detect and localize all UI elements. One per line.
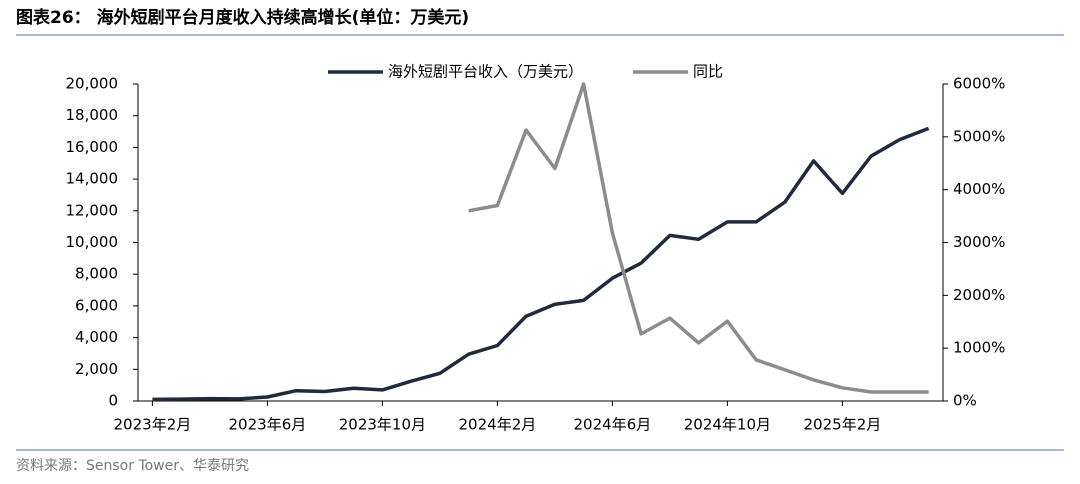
- y-tick-label: 4,000: [75, 328, 118, 346]
- y-tick-label: 6,000: [75, 296, 118, 314]
- y-tick-label: 8,000: [75, 265, 118, 283]
- x-tick-label: 2024年6月: [574, 416, 652, 434]
- y2-tick-label: 3000%: [953, 233, 1005, 251]
- y2-tick-label: 0%: [953, 392, 977, 410]
- y-tick-label: 12,000: [66, 201, 119, 219]
- source: 资料来源：Sensor Tower、华泰研究: [16, 458, 249, 474]
- legend-label: 海外短剧平台收入（万美元）: [388, 63, 583, 81]
- legend-label: 同比: [693, 63, 723, 81]
- y-tick-label: 20,000: [66, 75, 119, 93]
- y2-tick-label: 5000%: [953, 127, 1005, 145]
- y-tick-label: 18,000: [66, 106, 119, 124]
- y-tick-label: 14,000: [66, 170, 119, 188]
- y-tick-label: 0: [108, 392, 118, 410]
- chart-title: 图表26： 海外短剧平台月度收入持续高增长(单位：万美元): [16, 7, 469, 28]
- series-line: [152, 126, 930, 402]
- y2-tick-label: 6000%: [953, 75, 1005, 93]
- y2-tick-label: 2000%: [953, 286, 1005, 304]
- x-tick-label: 2023年6月: [229, 416, 307, 434]
- x-tick-label: 2024年2月: [459, 416, 537, 434]
- series-line: [468, 82, 929, 394]
- x-tick-label: 2025年2月: [804, 416, 882, 434]
- x-tick-label: 2023年2月: [114, 416, 192, 434]
- y2-tick-label: 1000%: [953, 339, 1005, 357]
- y-tick-label: 16,000: [66, 138, 119, 156]
- y-tick-label: 10,000: [66, 233, 119, 251]
- y2-tick-label: 4000%: [953, 180, 1005, 198]
- x-tick-label: 2024年10月: [684, 416, 771, 434]
- x-tick-label: 2023年10月: [339, 416, 426, 434]
- y-tick-label: 2,000: [75, 360, 118, 378]
